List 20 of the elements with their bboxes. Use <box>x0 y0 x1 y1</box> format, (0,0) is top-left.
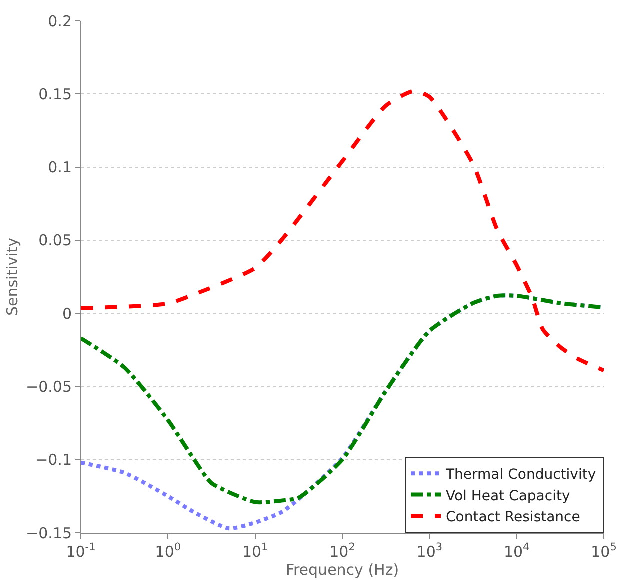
x-tick-label: 10$^{3}$ <box>416 542 443 561</box>
y-tick-label: 0.1 <box>48 158 72 177</box>
y-tick-label: 0 <box>62 304 72 323</box>
x-tick-label: 10$^{2}$ <box>330 542 356 561</box>
x-tick-label: 10$^{4}$ <box>504 542 530 561</box>
y-tick-label: −0.05 <box>26 378 72 396</box>
y-tick-label: −0.15 <box>26 524 72 542</box>
y-tick-label: 0.2 <box>48 12 72 30</box>
x-tick-label: 10$^{0}$ <box>155 542 182 561</box>
x-tick-label: 10$^{-1}$ <box>66 542 96 561</box>
y-tick-label: −0.1 <box>36 451 72 470</box>
y-tick-label: 0.15 <box>38 85 72 104</box>
x-tick-label: 10$^{1}$ <box>242 542 268 561</box>
y-axis-title: Sensitivity <box>3 238 22 316</box>
legend-label: Contact Resistance <box>446 509 580 526</box>
x-axis-title: Frequency (Hz) <box>286 561 400 579</box>
y-tick-label: 0.05 <box>38 232 72 250</box>
legend-label: Thermal Conductivity <box>445 467 596 484</box>
legend-label: Vol Heat Capacity <box>446 488 570 504</box>
x-tick-label: 10$^{5}$ <box>591 542 617 561</box>
